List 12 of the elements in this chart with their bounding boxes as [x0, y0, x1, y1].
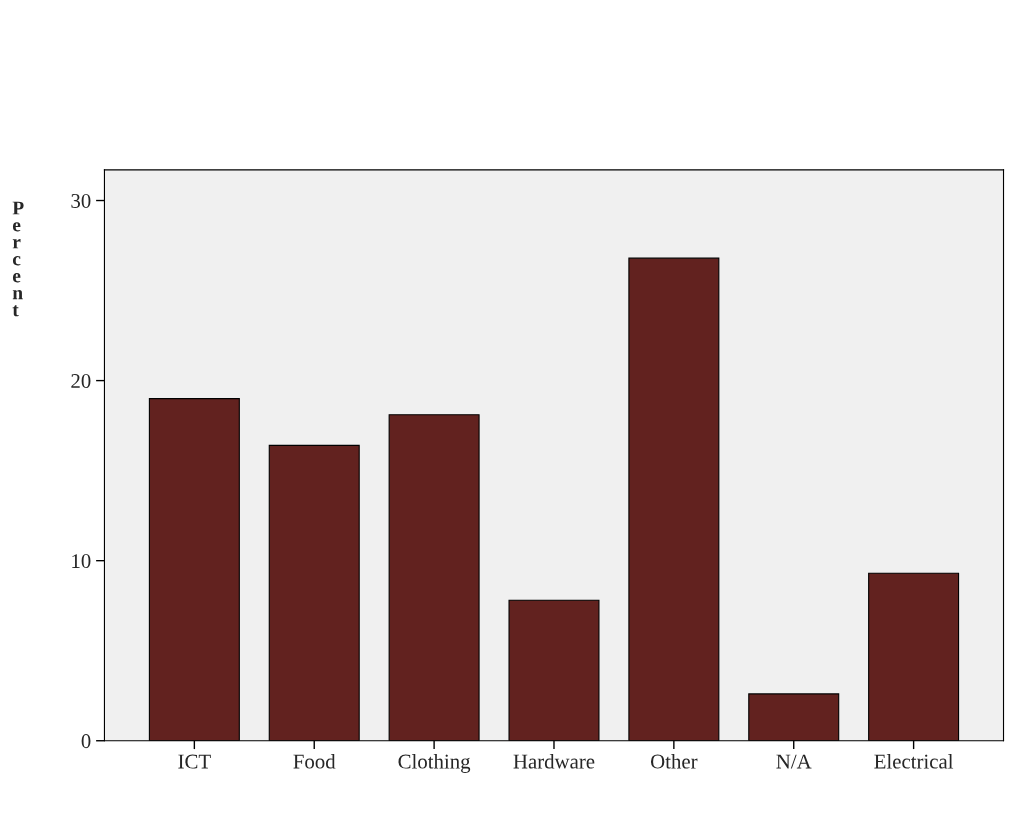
y-axis-title: Percent [12, 201, 24, 317]
x-tick-label: N/A [776, 754, 812, 769]
y-tick-label: 20 [71, 373, 91, 389]
x-tick-label: Electrical [874, 753, 954, 769]
x-tick-label: ICT [178, 754, 211, 769]
x-tick-label: Other [651, 753, 698, 769]
y-tick-label: 10 [72, 554, 91, 569]
x-tick-label: Clothing [398, 753, 471, 773]
x-tick-label: Hardware [513, 753, 595, 769]
y-tick-label: 0 [81, 734, 91, 749]
x-tick-label: Food [293, 753, 336, 769]
y-tick-label: 30 [71, 193, 91, 208]
